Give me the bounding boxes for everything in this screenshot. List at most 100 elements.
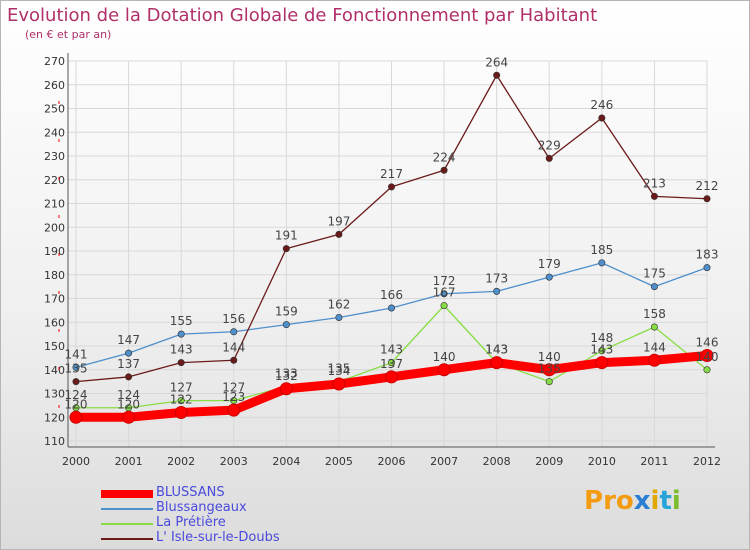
data-label: 146 <box>696 336 719 350</box>
data-label: 140 <box>433 350 456 364</box>
legend-swatch <box>101 538 153 540</box>
x-tick-label: 2005 <box>325 455 353 468</box>
x-tick-label: 2007 <box>430 455 458 468</box>
data-label: 185 <box>590 243 613 257</box>
data-label: 127 <box>222 381 245 395</box>
data-label: 191 <box>275 229 298 243</box>
data-label: 158 <box>643 307 666 321</box>
data-label: 123 <box>222 390 245 404</box>
data-point <box>230 356 238 364</box>
data-label: 173 <box>485 271 508 285</box>
chart-subtitle: (en € et par an) <box>25 28 112 41</box>
data-point <box>490 356 504 370</box>
data-label: 264 <box>485 55 508 69</box>
data-point <box>700 349 714 362</box>
data-point <box>385 370 398 384</box>
data-label: 159 <box>275 305 298 319</box>
data-point <box>125 349 133 357</box>
data-point <box>282 321 290 329</box>
data-point <box>279 382 293 396</box>
data-point <box>440 302 448 310</box>
data-label: 175 <box>643 267 666 281</box>
y-tick-label: 130 <box>44 388 65 401</box>
data-label: 179 <box>538 257 561 271</box>
data-label: 141 <box>65 347 88 361</box>
data-label: 213 <box>643 176 666 190</box>
y-tick-label: 190 <box>44 245 65 258</box>
data-point <box>122 410 136 424</box>
y-tick-label: 140 <box>44 364 65 377</box>
y-tick-label: 240 <box>44 126 65 139</box>
data-label: 122 <box>170 393 193 407</box>
data-label: 135 <box>327 362 350 376</box>
data-label: 137 <box>117 357 140 371</box>
data-label: 246 <box>590 98 613 112</box>
data-label: 148 <box>590 331 613 345</box>
data-label: 224 <box>433 150 456 164</box>
data-point <box>440 166 448 174</box>
data-point <box>545 273 553 281</box>
data-point <box>282 245 290 253</box>
data-label: 147 <box>117 333 140 347</box>
data-label: 132 <box>275 369 298 383</box>
x-tick-label: 2000 <box>62 455 90 468</box>
x-tick-label: 2002 <box>167 455 195 468</box>
x-tick-label: 2001 <box>115 455 143 468</box>
data-point <box>72 363 80 371</box>
legend-swatch <box>101 523 153 525</box>
data-point <box>230 328 238 336</box>
legend-swatch <box>101 490 153 498</box>
x-tick-label: 2008 <box>483 455 511 468</box>
x-tick-label: 2011 <box>640 455 668 468</box>
data-point <box>703 195 711 203</box>
data-label: 229 <box>538 138 561 152</box>
legend-label: La Prétière <box>156 515 226 530</box>
data-point <box>542 363 556 377</box>
y-tick-label: 200 <box>44 221 65 234</box>
data-point <box>545 378 553 386</box>
data-point <box>387 359 395 367</box>
data-point <box>387 304 395 312</box>
y-tick-label: 250 <box>44 103 65 116</box>
data-point <box>125 373 133 381</box>
data-label: 156 <box>222 312 245 326</box>
data-point <box>335 230 343 238</box>
data-label: 143 <box>590 343 613 357</box>
data-point <box>650 283 658 291</box>
data-point <box>69 410 83 424</box>
data-label: 127 <box>170 381 193 395</box>
data-point <box>598 347 606 355</box>
data-point <box>493 287 501 295</box>
y-tick-label: 220 <box>44 174 65 187</box>
data-point <box>493 71 501 79</box>
data-point <box>174 406 188 419</box>
data-label: 137 <box>380 357 403 371</box>
data-point <box>703 264 711 272</box>
y-tick-label: 170 <box>44 293 65 306</box>
y-tick-label: 260 <box>44 79 65 92</box>
data-point <box>703 366 711 374</box>
data-point <box>177 330 185 338</box>
data-label: 172 <box>433 274 456 288</box>
data-label: 134 <box>327 364 350 378</box>
legend-label: Blussangeaux <box>156 500 247 515</box>
data-label: 143 <box>485 343 508 357</box>
data-label: 183 <box>696 248 719 262</box>
data-label: 197 <box>327 214 350 228</box>
data-point <box>595 356 609 370</box>
data-label: 135 <box>538 362 561 376</box>
x-tick-label: 2004 <box>272 455 300 468</box>
x-tick-label: 2003 <box>220 455 248 468</box>
data-label: 143 <box>380 343 403 357</box>
data-label: 144 <box>643 340 666 354</box>
x-tick-label: 2006 <box>378 455 406 468</box>
data-label: 120 <box>117 397 140 411</box>
data-label: 155 <box>170 314 193 328</box>
proxiti-logo: Proxiti <box>584 486 681 516</box>
x-tick-label: 2012 <box>693 455 721 468</box>
data-point <box>647 353 661 367</box>
legend-label: L' Isle-sur-le-Doubs <box>156 530 280 545</box>
data-point <box>598 259 606 267</box>
